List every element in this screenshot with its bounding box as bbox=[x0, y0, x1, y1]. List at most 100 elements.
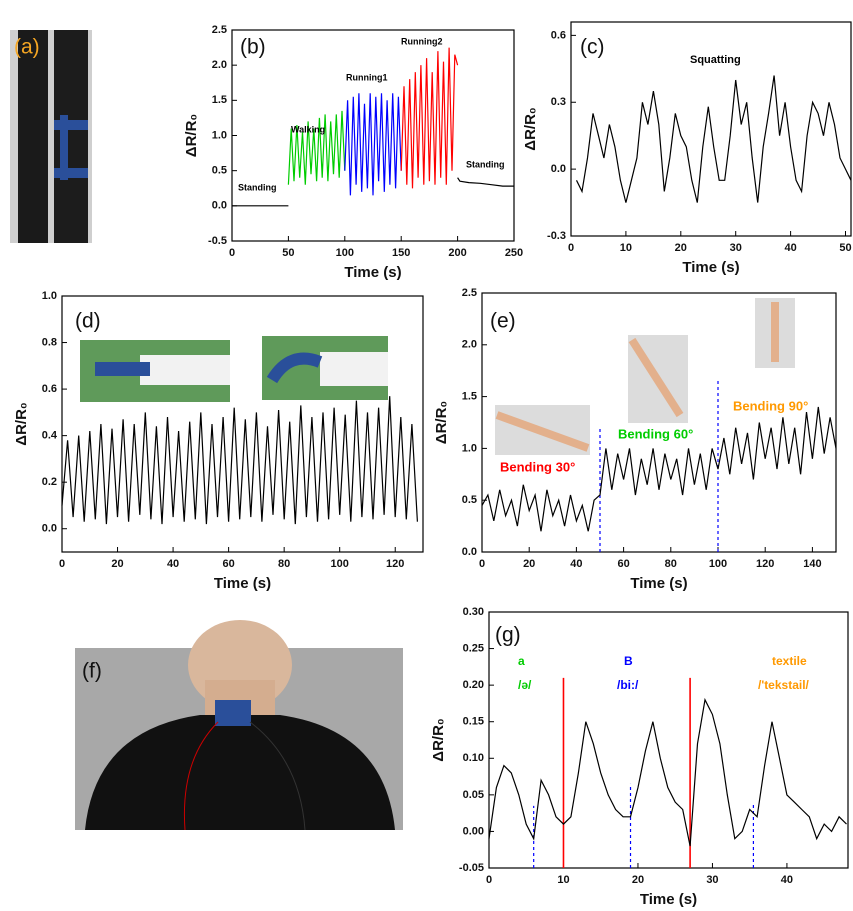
x-tick-label: 80 bbox=[665, 558, 677, 570]
annotation: B bbox=[624, 654, 633, 668]
panel-label: (a) bbox=[14, 36, 40, 59]
y-tick-label: 0.2 bbox=[42, 476, 57, 488]
x-tick-label: 200 bbox=[448, 247, 466, 259]
x-tick-label: 10 bbox=[620, 242, 632, 254]
x-tick-label: 140 bbox=[803, 558, 821, 570]
x-tick-label: 120 bbox=[386, 558, 404, 570]
y-tick-label: 2.5 bbox=[212, 24, 227, 36]
x-tick-label: 0 bbox=[486, 874, 492, 886]
annotation: Squatting bbox=[690, 54, 741, 66]
annotation: Running1 bbox=[346, 72, 388, 82]
y-tick-label: 0.0 bbox=[462, 546, 477, 558]
annotation: Bending 60° bbox=[618, 426, 693, 441]
annotation: Bending 30° bbox=[500, 459, 575, 474]
panel-label: (f) bbox=[82, 660, 102, 683]
y-tick-label: 0.10 bbox=[463, 752, 484, 764]
x-tick-label: 0 bbox=[229, 247, 235, 259]
x-tick-label: 30 bbox=[730, 242, 742, 254]
y-axis-label: ΔR/R₀ bbox=[183, 114, 200, 157]
annotation: Standing bbox=[238, 182, 277, 192]
x-tick-label: 100 bbox=[331, 558, 349, 570]
annotation: /bi:/ bbox=[617, 678, 639, 692]
x-tick-label: 20 bbox=[675, 242, 687, 254]
plot-frame bbox=[232, 30, 514, 241]
x-axis-label: Time (s) bbox=[640, 891, 697, 908]
data-line bbox=[489, 700, 847, 846]
y-tick-label: 0.00 bbox=[463, 825, 484, 837]
x-tick-label: 50 bbox=[282, 247, 294, 259]
x-tick-label: 100 bbox=[709, 558, 727, 570]
annotation: Standing bbox=[466, 159, 505, 169]
x-tick-label: 0 bbox=[59, 558, 65, 570]
x-tick-label: 40 bbox=[784, 242, 796, 254]
panel-label: (b) bbox=[240, 36, 266, 59]
x-tick-label: 20 bbox=[111, 558, 123, 570]
y-tick-label: 2.0 bbox=[212, 59, 227, 71]
x-tick-label: 60 bbox=[222, 558, 234, 570]
x-tick-label: 120 bbox=[756, 558, 774, 570]
y-tick-label: 2.0 bbox=[462, 339, 477, 351]
x-tick-label: 150 bbox=[392, 247, 410, 259]
figure: (a) (f) 050100150200250-0.50.00.51.01.52… bbox=[0, 0, 853, 911]
y-tick-label: 1.0 bbox=[42, 290, 57, 302]
x-tick-label: 10 bbox=[557, 874, 569, 886]
y-tick-label: 0.6 bbox=[42, 383, 57, 395]
y-axis-label: ΔR/R₀ bbox=[433, 401, 450, 444]
panel-label: (e) bbox=[490, 310, 516, 333]
x-tick-label: 100 bbox=[336, 247, 354, 259]
y-tick-label: 0.4 bbox=[42, 430, 58, 442]
y-tick-label: 0.05 bbox=[463, 789, 484, 801]
x-tick-label: 80 bbox=[278, 558, 290, 570]
x-tick-label: 30 bbox=[706, 874, 718, 886]
photo-neck bbox=[75, 620, 403, 830]
plot-frame bbox=[489, 612, 848, 868]
y-tick-label: 0.3 bbox=[551, 96, 566, 108]
y-tick-label: 0.6 bbox=[551, 29, 566, 41]
y-axis-label: ΔR/R₀ bbox=[430, 718, 447, 761]
annotation: Walking bbox=[291, 124, 325, 134]
x-tick-label: 60 bbox=[617, 558, 629, 570]
y-tick-label: 1.5 bbox=[212, 94, 227, 106]
x-tick-label: 250 bbox=[505, 247, 523, 259]
x-tick-label: 50 bbox=[839, 242, 851, 254]
y-tick-label: 0.5 bbox=[212, 165, 227, 177]
plot-frame bbox=[62, 296, 423, 552]
y-tick-label: 0.0 bbox=[212, 200, 227, 212]
y-tick-label: 0.0 bbox=[551, 163, 566, 175]
x-tick-label: 40 bbox=[781, 874, 793, 886]
data-line bbox=[401, 48, 457, 189]
annotation: a bbox=[518, 654, 525, 668]
annotation: textile bbox=[772, 654, 807, 668]
photo-legs bbox=[10, 30, 92, 243]
y-tick-label: 0.5 bbox=[462, 494, 477, 506]
x-tick-label: 20 bbox=[523, 558, 535, 570]
x-tick-label: 20 bbox=[632, 874, 644, 886]
y-tick-label: 0.20 bbox=[463, 679, 484, 691]
data-line bbox=[345, 93, 401, 195]
y-tick-label: 1.0 bbox=[212, 129, 227, 141]
x-axis-label: Time (s) bbox=[214, 575, 271, 592]
panel-label: (g) bbox=[495, 624, 521, 647]
data-line bbox=[288, 111, 344, 185]
y-tick-label: -0.05 bbox=[459, 862, 484, 874]
y-axis-label: ΔR/R₀ bbox=[522, 107, 539, 150]
x-tick-label: 0 bbox=[479, 558, 485, 570]
y-tick-label: -0.3 bbox=[547, 230, 566, 242]
y-tick-label: 0.25 bbox=[463, 642, 484, 654]
y-tick-label: 0.8 bbox=[42, 336, 57, 348]
y-tick-label: 0.30 bbox=[463, 606, 484, 618]
x-axis-label: Time (s) bbox=[682, 259, 739, 276]
y-tick-label: -0.5 bbox=[208, 235, 227, 247]
y-axis-label: ΔR/R₀ bbox=[13, 402, 30, 445]
x-tick-label: 0 bbox=[568, 242, 574, 254]
y-tick-label: 1.0 bbox=[462, 442, 477, 454]
annotation: /'tekstail/ bbox=[758, 678, 810, 692]
panel-label: (d) bbox=[75, 310, 101, 333]
x-axis-label: Time (s) bbox=[630, 575, 687, 592]
y-tick-label: 1.5 bbox=[462, 391, 477, 403]
annotation: Running2 bbox=[401, 36, 443, 46]
annotation: /ə/ bbox=[518, 678, 532, 692]
y-tick-label: 0.0 bbox=[42, 523, 57, 535]
x-axis-label: Time (s) bbox=[344, 264, 401, 281]
y-tick-label: 2.5 bbox=[462, 287, 477, 299]
